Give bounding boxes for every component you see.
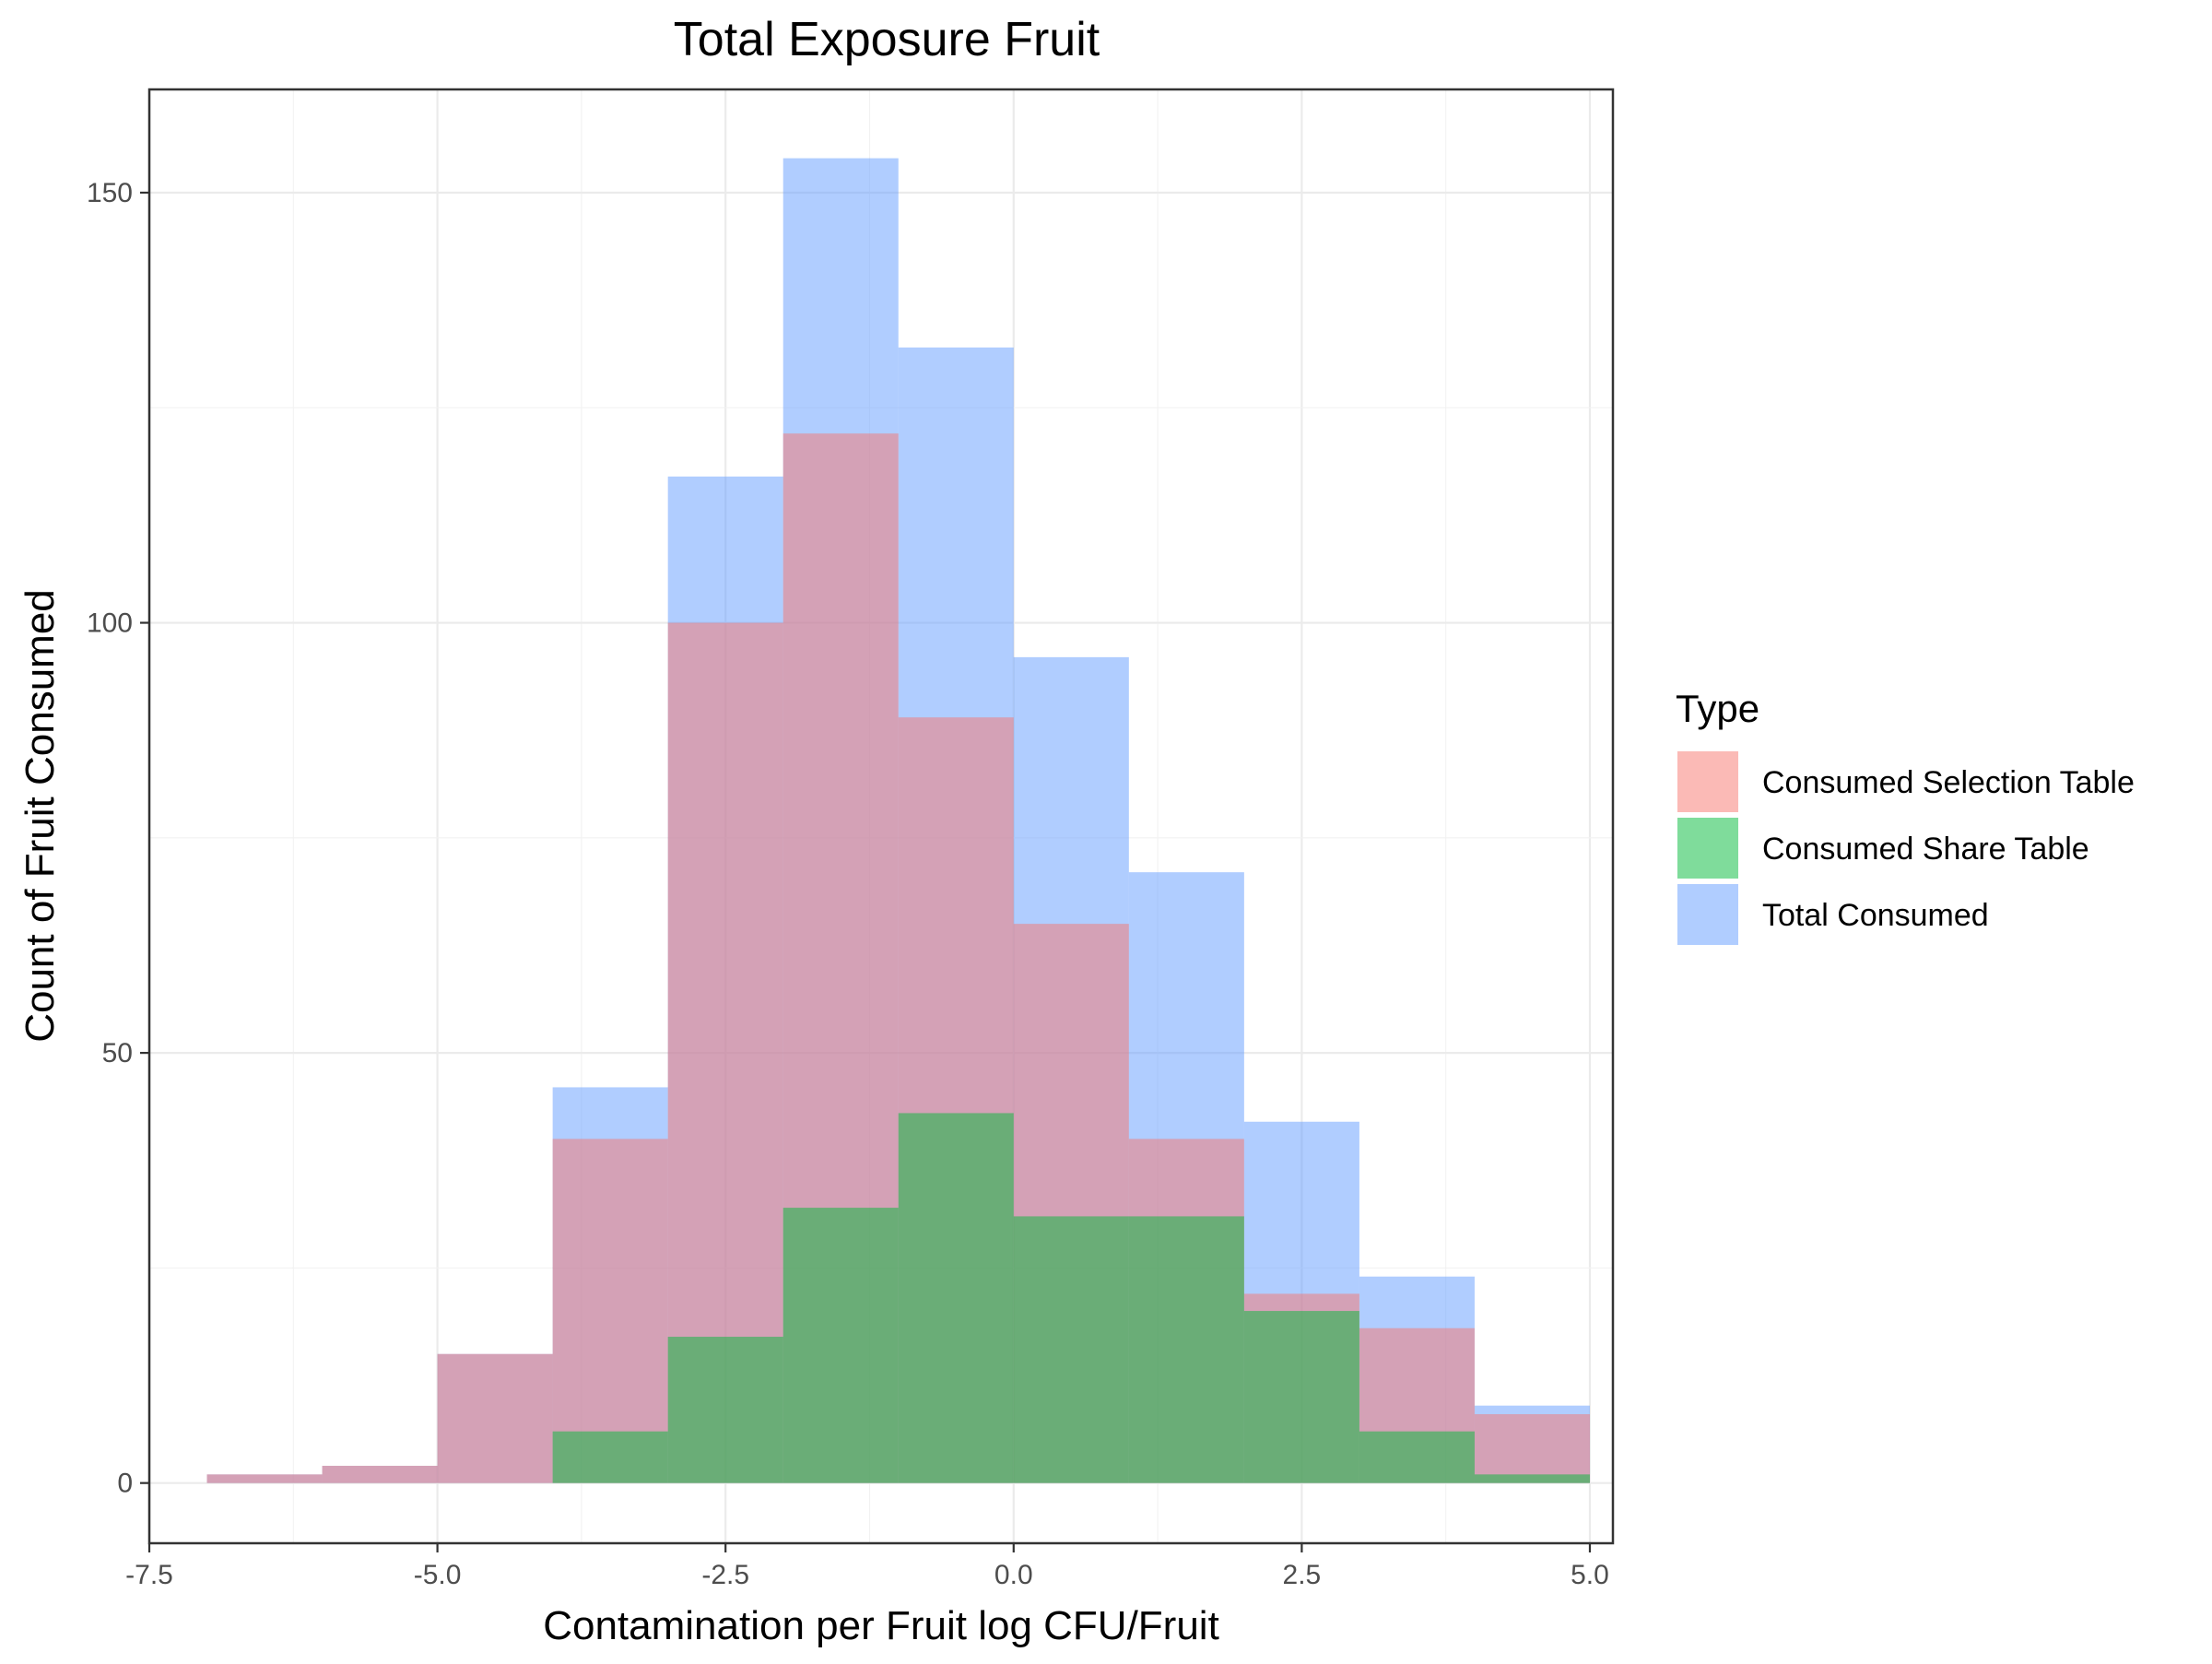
- bar-consumed-share-table: [1013, 1216, 1129, 1483]
- y-tick-label: 0: [117, 1469, 133, 1499]
- chart-title: Total Exposure Fruit: [674, 13, 1100, 66]
- legend-title: Type: [1676, 687, 1759, 730]
- legend-key: [1677, 884, 1738, 945]
- bar-consumed-share-table: [1359, 1431, 1475, 1483]
- x-axis: -7.5 -5.0 -2.5 0.0 2.5 5.0: [125, 1543, 1609, 1590]
- bar-consumed-share-table: [1128, 1216, 1244, 1483]
- legend-key: [1677, 818, 1738, 879]
- x-tick-label: -2.5: [701, 1560, 749, 1590]
- y-tick-label: 150: [87, 178, 133, 208]
- legend-label: Consumed Share Table: [1762, 832, 2089, 867]
- legend-label: Consumed Selection Table: [1762, 765, 2135, 800]
- legend: Type Consumed Selection Table Consumed Sh…: [1676, 687, 2135, 945]
- y-axis-title: Count of Fruit Consumed: [18, 589, 63, 1043]
- bar-consumed-share-table: [1474, 1474, 1590, 1483]
- x-tick-label: 0.0: [994, 1560, 1033, 1590]
- y-tick-label: 100: [87, 608, 133, 639]
- bar-consumed-selection-table: [552, 1139, 668, 1483]
- bar-consumed-selection-table: [322, 1466, 438, 1483]
- y-tick-label: 50: [102, 1038, 133, 1068]
- legend-key: [1677, 751, 1738, 812]
- bar-consumed-share-table: [782, 1208, 899, 1483]
- x-tick-label: -5.0: [414, 1560, 462, 1590]
- bar-consumed-share-table: [552, 1431, 668, 1483]
- x-tick-label: 5.0: [1571, 1560, 1609, 1590]
- bar-consumed-share-table: [898, 1113, 1014, 1483]
- bar-consumed-selection-table: [206, 1474, 323, 1483]
- x-tick-label: 2.5: [1283, 1560, 1322, 1590]
- bar-consumed-share-table: [1243, 1311, 1359, 1483]
- legend-label: Total Consumed: [1762, 898, 1989, 933]
- histogram-bars: [206, 158, 1590, 1483]
- y-axis: 0 50 100 150: [87, 178, 149, 1499]
- bar-consumed-share-table: [667, 1337, 783, 1483]
- plot-panel-border: [147, 88, 1615, 1545]
- x-tick-label: -7.5: [125, 1560, 173, 1590]
- bar-consumed-selection-table: [437, 1353, 553, 1483]
- bar-consumed-selection-table: [1474, 1414, 1590, 1483]
- x-axis-title: Contamination per Fruit log CFU/Fruit: [543, 1603, 1219, 1648]
